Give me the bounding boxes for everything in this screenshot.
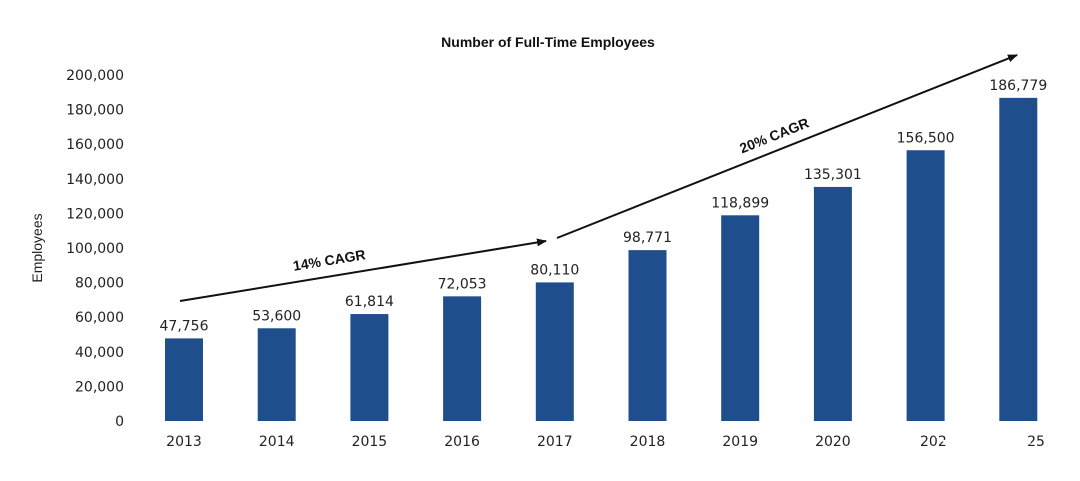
x-tick-label: 2014 bbox=[259, 434, 295, 450]
y-tick-label: 60,000 bbox=[75, 310, 124, 326]
bar bbox=[721, 215, 760, 421]
bar-value-label: 156,500 bbox=[897, 130, 955, 146]
data-labels-group: 47,756 53,600 61,814 72,053 80,110 98,771 118,… bbox=[160, 78, 1048, 335]
y-tick-label: 20,000 bbox=[75, 379, 124, 395]
chart-title: Number of Full-Time Employees bbox=[441, 34, 655, 50]
x-tick-label: 2018 bbox=[630, 434, 666, 450]
y-axis-label: Employees bbox=[29, 213, 45, 282]
bar-value-label: 80,110 bbox=[530, 262, 579, 278]
bar-value-label: 135,301 bbox=[804, 167, 862, 183]
y-tick-label: 200,000 bbox=[66, 68, 124, 84]
wechat-bubble-icon bbox=[934, 422, 968, 448]
bar bbox=[535, 282, 574, 421]
x-tick-label: 2016 bbox=[444, 434, 480, 450]
bar bbox=[257, 328, 296, 421]
bar-value-label: 118,899 bbox=[711, 195, 769, 211]
y-axis-ticks: 0 20,000 40,000 60,000 80,000 100,000 120,000 1… bbox=[66, 68, 124, 430]
bar bbox=[999, 97, 1038, 422]
bar bbox=[628, 250, 667, 421]
y-tick-label: 180,000 bbox=[66, 103, 124, 119]
x-tick-label: 2015 bbox=[352, 434, 388, 450]
bar-value-label: 98,771 bbox=[623, 230, 672, 246]
bar bbox=[906, 150, 945, 421]
y-tick-label: 40,000 bbox=[75, 345, 124, 361]
cagr-label-2: 20% CAGR bbox=[737, 114, 811, 156]
y-tick-label: 160,000 bbox=[66, 137, 124, 153]
watermark-text: 新智元 bbox=[966, 424, 1032, 449]
x-tick-label: 2020 bbox=[815, 434, 851, 450]
x-axis-ticks: 2013 2014 2015 2016 2017 2018 2019 2020 202 25 bbox=[166, 434, 1045, 450]
bar bbox=[165, 338, 203, 421]
cagr-arrow-2 bbox=[556, 54, 1018, 239]
bar-value-label: 72,053 bbox=[438, 276, 487, 292]
bar bbox=[813, 186, 852, 421]
cagr-arrow-1 bbox=[179, 238, 547, 302]
bar-value-label: 47,756 bbox=[160, 318, 209, 334]
bar-value-label: 61,814 bbox=[345, 294, 394, 310]
x-tick-label: 25 bbox=[1027, 434, 1045, 450]
y-tick-label: 120,000 bbox=[66, 206, 124, 222]
watermark: 新智元 bbox=[934, 422, 1032, 449]
bar-value-label: 53,600 bbox=[252, 308, 301, 324]
y-tick-label: 0 bbox=[115, 414, 124, 430]
y-tick-label: 140,000 bbox=[66, 172, 124, 188]
x-tick-label: 202 bbox=[920, 434, 947, 450]
y-tick-label: 100,000 bbox=[66, 241, 124, 257]
bars-group bbox=[165, 97, 1038, 422]
x-tick-label: 2013 bbox=[166, 434, 202, 450]
y-tick-label: 80,000 bbox=[75, 276, 124, 292]
bar bbox=[350, 314, 389, 421]
bar-value-label: 186,779 bbox=[989, 78, 1047, 94]
x-tick-label: 2019 bbox=[722, 434, 758, 450]
bar bbox=[443, 296, 482, 421]
cagr-label-1: 14% CAGR bbox=[292, 246, 367, 274]
x-tick-label: 2017 bbox=[537, 434, 573, 450]
